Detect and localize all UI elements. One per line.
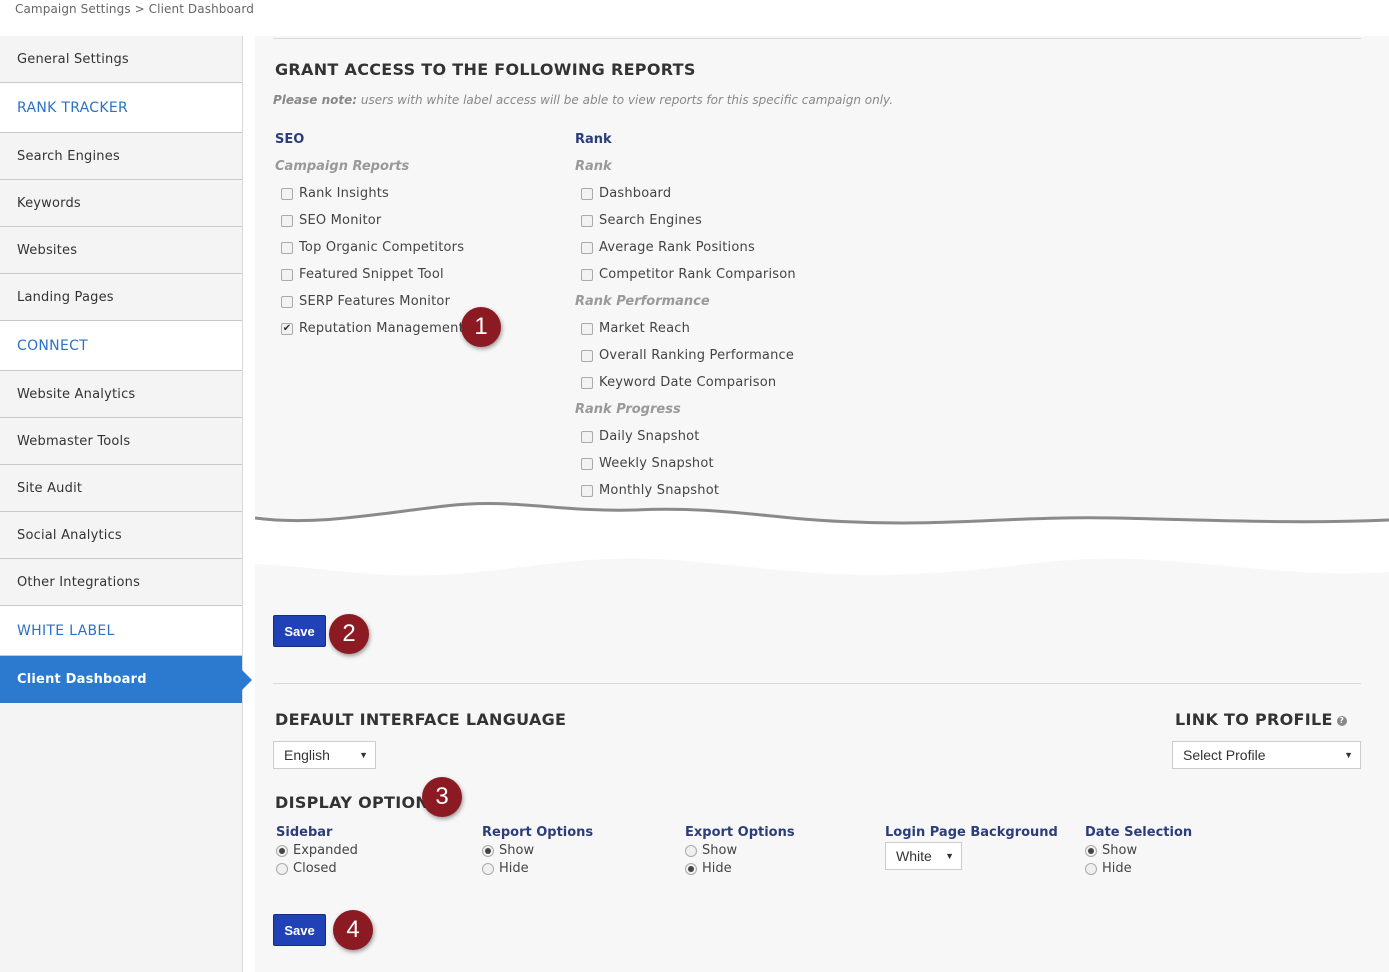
checkbox-checked[interactable]: ✔	[281, 322, 293, 335]
report-checkbox-daily-snapshot[interactable]: Daily Snapshot	[581, 429, 700, 444]
torn-edge-divider	[255, 502, 1389, 576]
checkbox[interactable]	[581, 484, 593, 497]
profile-select[interactable]: Select Profile ▼	[1172, 741, 1361, 769]
checkbox[interactable]	[581, 349, 593, 362]
checkbox[interactable]	[581, 322, 593, 335]
callout-badge-3: 3	[422, 777, 462, 817]
chevron-down-icon: ▼	[945, 851, 954, 861]
checkbox[interactable]	[581, 268, 593, 281]
radio[interactable]	[276, 862, 288, 875]
report-checkbox-rank-insights[interactable]: Rank Insights	[281, 186, 389, 201]
seo-heading: SEO	[275, 132, 305, 147]
sidebar-item-search-engines[interactable]: Search Engines	[0, 133, 242, 180]
rank-performance-subheading: Rank Performance	[575, 294, 710, 309]
display-options-title: DISPLAY OPTIONS	[275, 793, 441, 812]
save-button-display[interactable]: Save	[273, 914, 326, 946]
login-background-select[interactable]: White ▼	[885, 842, 962, 870]
sidebar-item-keywords[interactable]: Keywords	[0, 180, 242, 227]
date-selection-hide-radio[interactable]: Hide	[1085, 861, 1132, 876]
checkbox[interactable]	[581, 214, 593, 227]
checkbox[interactable]	[581, 376, 593, 389]
checkbox[interactable]	[281, 214, 293, 227]
radio[interactable]	[685, 844, 697, 857]
sidebar-item-website-analytics[interactable]: Website Analytics	[0, 371, 242, 418]
radio[interactable]	[482, 862, 494, 875]
report-checkbox-average-rank-positions[interactable]: Average Rank Positions	[581, 240, 755, 255]
checkbox[interactable]	[281, 268, 293, 281]
report-checkbox-monthly-snapshot[interactable]: Monthly Snapshot	[581, 483, 719, 498]
grant-access-title: GRANT ACCESS TO THE FOLLOWING REPORTS	[275, 60, 696, 79]
sidebar-item-webmaster-tools[interactable]: Webmaster Tools	[0, 418, 242, 465]
sidebar-option-label: Sidebar	[276, 825, 333, 840]
sidebar-item-websites[interactable]: Websites	[0, 227, 242, 274]
report-checkbox-featured-snippet-tool[interactable]: Featured Snippet Tool	[281, 267, 444, 282]
sidebar-expanded-radio[interactable]: Expanded	[276, 843, 358, 858]
report-checkbox-search-engines[interactable]: Search Engines	[581, 213, 702, 228]
default-language-title: DEFAULT INTERFACE LANGUAGE	[275, 710, 567, 729]
rank-progress-subheading: Rank Progress	[575, 402, 681, 417]
save-button-reports[interactable]: Save	[273, 615, 326, 647]
radio-selected[interactable]	[685, 862, 697, 875]
breadcrumb: Campaign Settings > Client Dashboard	[15, 2, 254, 16]
export-options-label: Export Options	[685, 825, 795, 840]
rank-heading: Rank	[575, 132, 612, 147]
report-checkbox-seo-monitor[interactable]: SEO Monitor	[281, 213, 381, 228]
report-checkbox-weekly-snapshot[interactable]: Weekly Snapshot	[581, 456, 714, 471]
checkbox[interactable]	[581, 457, 593, 470]
report-checkbox-dashboard[interactable]: Dashboard	[581, 186, 671, 201]
campaign-reports-subheading: Campaign Reports	[275, 159, 410, 174]
report-options-show-radio[interactable]: Show	[482, 843, 534, 858]
sidebar-header-connect: CONNECT	[0, 321, 242, 371]
sidebar-closed-radio[interactable]: Closed	[276, 861, 337, 876]
report-checkbox-serp-features-monitor[interactable]: SERP Features Monitor	[281, 294, 450, 309]
access-note: Please note: users with white label acce…	[273, 93, 894, 107]
link-to-profile-title: LINK TO PROFILE?	[1175, 710, 1347, 729]
sidebar-header-white-label: WHITE LABEL	[0, 606, 242, 656]
radio-selected[interactable]	[1085, 844, 1097, 857]
callout-badge-4: 4	[333, 910, 373, 950]
help-icon[interactable]: ?	[1336, 715, 1347, 726]
sidebar-item-client-dashboard[interactable]: Client Dashboard	[0, 656, 252, 703]
export-options-hide-radio[interactable]: Hide	[685, 861, 732, 876]
checkbox[interactable]	[281, 295, 293, 308]
export-options-show-radio[interactable]: Show	[685, 843, 737, 858]
language-select[interactable]: English ▼	[273, 741, 376, 769]
checkbox[interactable]	[281, 187, 293, 200]
sidebar-item-general-settings[interactable]: General Settings	[0, 36, 242, 83]
checkbox[interactable]	[581, 430, 593, 443]
date-selection-label: Date Selection	[1085, 825, 1193, 840]
report-checkbox-keyword-date-comparison[interactable]: Keyword Date Comparison	[581, 375, 776, 390]
report-checkbox-competitor-rank-comparison[interactable]: Competitor Rank Comparison	[581, 267, 796, 282]
sidebar-item-social-analytics[interactable]: Social Analytics	[0, 512, 242, 559]
sidebar-item-landing-pages[interactable]: Landing Pages	[0, 274, 242, 321]
sidebar: General Settings RANK TRACKER Search Eng…	[0, 36, 252, 972]
report-checkbox-reputation-management[interactable]: ✔ Reputation Management	[281, 321, 464, 336]
sidebar-header-rank-tracker: RANK TRACKER	[0, 83, 242, 133]
rank-subheading: Rank	[575, 159, 612, 174]
radio-selected[interactable]	[482, 844, 494, 857]
sidebar-item-other-integrations[interactable]: Other Integrations	[0, 559, 242, 606]
date-selection-show-radio[interactable]: Show	[1085, 843, 1137, 858]
radio-selected[interactable]	[276, 844, 288, 857]
report-options-label: Report Options	[482, 825, 594, 840]
checkbox[interactable]	[281, 241, 293, 254]
login-background-label: Login Page Background	[885, 825, 1058, 840]
report-checkbox-overall-ranking-performance[interactable]: Overall Ranking Performance	[581, 348, 794, 363]
radio[interactable]	[1085, 862, 1097, 875]
sidebar-item-site-audit[interactable]: Site Audit	[0, 465, 242, 512]
main-content: GRANT ACCESS TO THE FOLLOWING REPORTS Pl…	[255, 36, 1389, 972]
chevron-down-icon: ▼	[1344, 750, 1353, 760]
callout-badge-2: 2	[329, 614, 369, 654]
callout-badge-1: 1	[461, 307, 501, 347]
report-checkbox-market-reach[interactable]: Market Reach	[581, 321, 690, 336]
checkbox[interactable]	[581, 241, 593, 254]
chevron-down-icon: ▼	[359, 750, 368, 760]
divider	[273, 683, 1361, 684]
report-options-hide-radio[interactable]: Hide	[482, 861, 529, 876]
report-checkbox-top-organic-competitors[interactable]: Top Organic Competitors	[281, 240, 464, 255]
checkbox[interactable]	[581, 187, 593, 200]
divider	[273, 38, 1361, 39]
